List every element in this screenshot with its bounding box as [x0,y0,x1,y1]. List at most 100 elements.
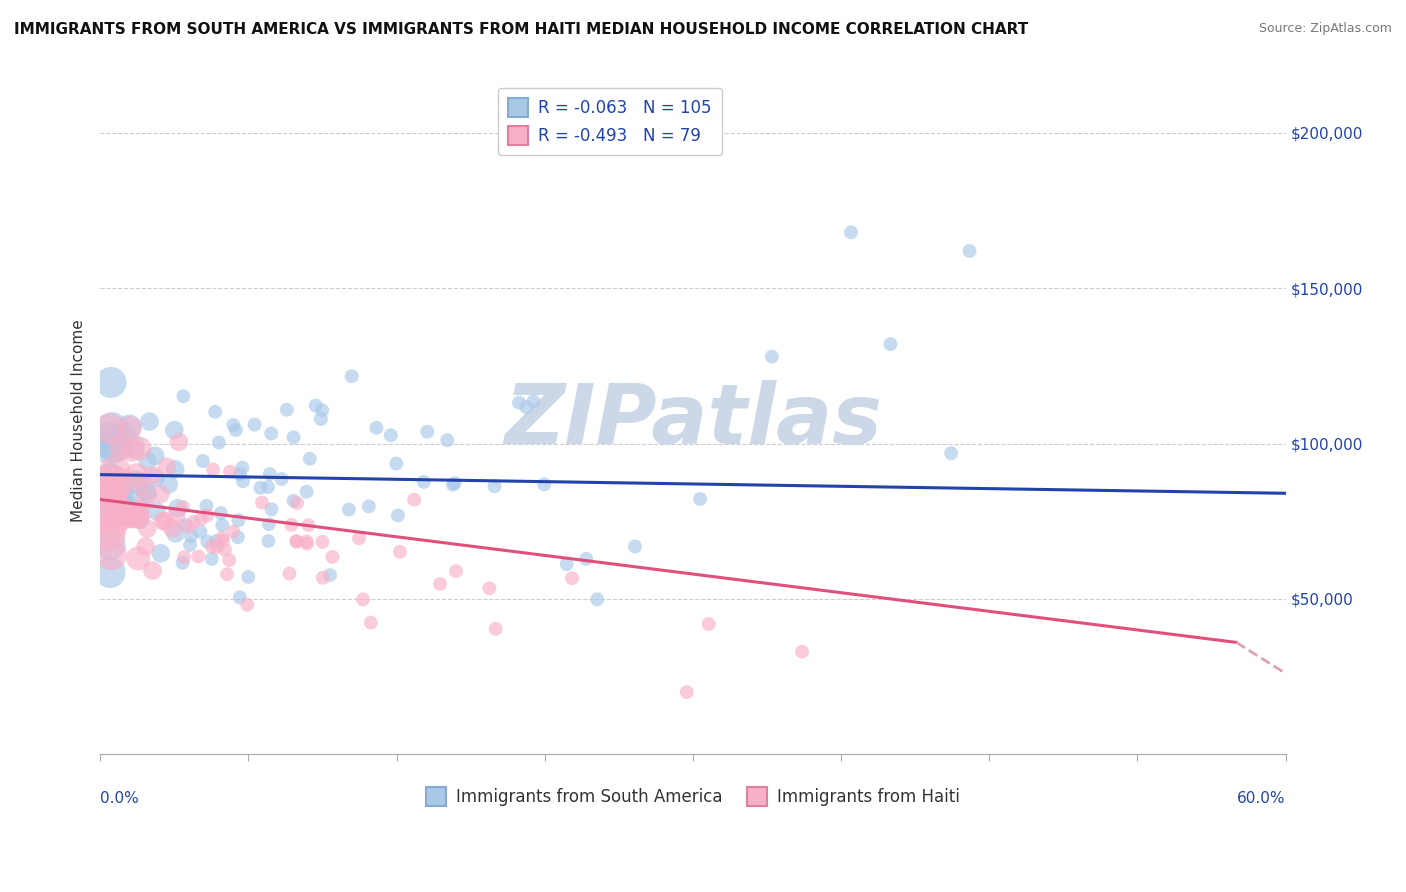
Point [100,376,122,390]
Point [352,592,374,607]
Point [285,534,308,549]
Point [278,566,301,581]
Point [155,515,177,529]
Point [441,477,464,491]
Point [222,418,245,433]
Point [478,582,501,596]
Point [436,433,458,447]
Point [190,524,212,539]
Point [321,549,343,564]
Point [444,564,467,578]
Point [222,524,245,539]
Point [112,493,135,508]
Point [555,557,578,571]
Point [100,548,122,562]
Point [624,540,647,554]
Point [165,509,187,524]
Point [839,225,862,239]
Point [285,496,308,510]
Point [283,430,305,444]
Point [204,405,226,419]
Point [136,487,159,501]
Point [689,491,711,506]
Point [163,423,186,437]
Point [98,566,121,580]
Point [173,550,195,565]
Point [231,460,253,475]
Point [697,617,720,632]
Point [128,442,150,456]
Point [276,402,298,417]
Point [121,509,143,524]
Point [172,556,194,570]
Point [127,509,149,524]
Point [179,538,201,552]
Point [211,531,233,545]
Text: IMMIGRANTS FROM SOUTH AMERICA VS IMMIGRANTS FROM HAITI MEDIAN HOUSEHOLD INCOME C: IMMIGRANTS FROM SOUTH AMERICA VS IMMIGRA… [14,22,1028,37]
Point [156,459,179,474]
Point [103,483,125,498]
Point [121,509,143,524]
Point [111,427,134,442]
Point [118,419,141,434]
Point [177,520,200,534]
Point [380,428,402,442]
Point [243,417,266,432]
Point [209,506,232,520]
Point [201,540,224,554]
Point [104,441,127,455]
Point [131,480,153,494]
Point [404,492,426,507]
Legend: Immigrants from South America, Immigrants from Haiti: Immigrants from South America, Immigrant… [419,780,967,813]
Point [226,530,249,544]
Point [180,529,202,543]
Point [215,567,238,582]
Point [347,532,370,546]
Point [165,462,187,476]
Point [115,506,138,520]
Point [202,462,225,476]
Point [172,500,194,514]
Point [761,350,783,364]
Point [110,441,132,455]
Point [522,394,544,409]
Point [157,477,180,491]
Point [143,449,166,463]
Point [218,553,240,567]
Point [675,685,697,699]
Point [98,473,121,487]
Point [121,442,143,457]
Point [340,369,363,384]
Point [229,467,252,482]
Point [586,592,609,607]
Point [561,571,583,585]
Point [412,475,434,489]
Point [98,538,121,552]
Point [183,515,205,529]
Point [238,570,260,584]
Point [118,421,141,435]
Text: ZIPatlas: ZIPatlas [503,380,882,461]
Point [134,494,156,508]
Point [225,423,247,437]
Point [98,437,121,451]
Point [249,481,271,495]
Point [107,485,129,500]
Point [508,395,530,409]
Point [135,540,157,554]
Point [112,507,135,521]
Point [167,434,190,449]
Point [100,485,122,500]
Point [145,471,167,485]
Point [195,508,218,523]
Point [127,500,149,514]
Point [385,457,408,471]
Point [212,533,235,548]
Point [174,517,197,532]
Point [219,465,242,479]
Point [228,513,250,527]
Point [160,521,183,535]
Point [959,244,981,258]
Point [127,509,149,524]
Point [250,495,273,509]
